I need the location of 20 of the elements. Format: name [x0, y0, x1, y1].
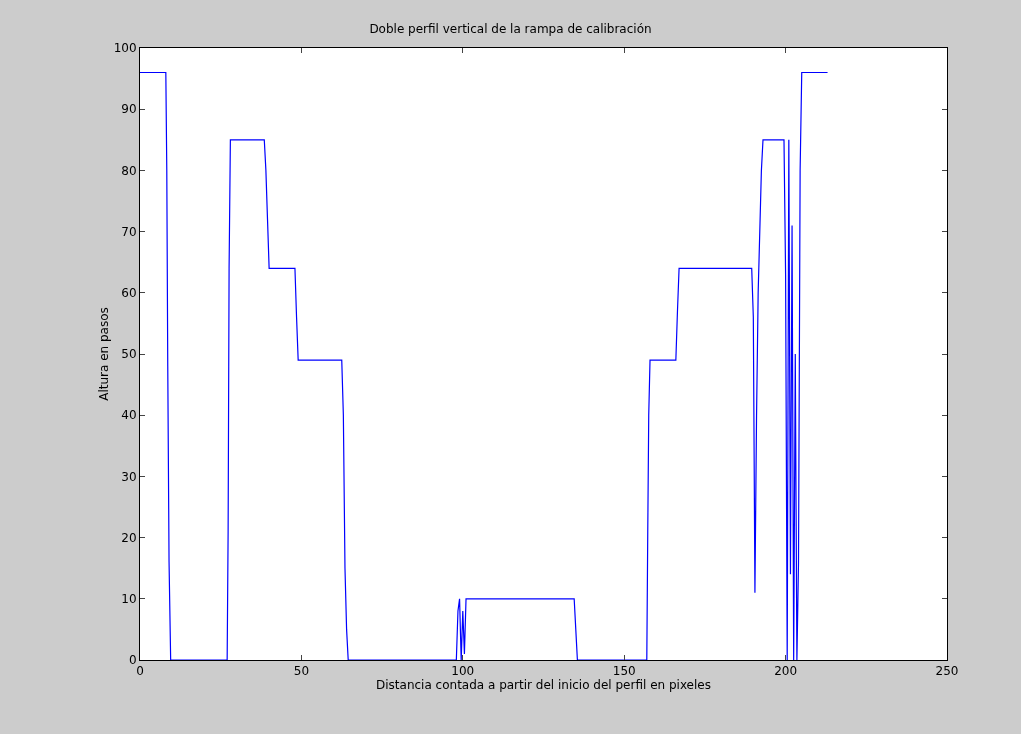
x-tick-label: 100	[451, 664, 475, 679]
y-tick-label: 40	[121, 408, 137, 423]
x-tick-label: 250	[935, 664, 959, 679]
y-axis-title: Altura en pasos	[96, 307, 111, 401]
x-tick-label: 200	[774, 664, 798, 679]
y-tick-label: 30	[121, 469, 137, 484]
y-tick-label: 70	[121, 224, 137, 239]
y-tick-label: 80	[121, 163, 137, 178]
x-axis-title: Distancia contada a partir del inicio del perfil en pixeles	[376, 678, 711, 693]
y-tick-label: 50	[121, 347, 137, 362]
y-tick-label: 100	[113, 41, 137, 56]
x-tick-label: 150	[612, 664, 636, 679]
y-tick-label: 10	[121, 592, 137, 606]
chart-title: Doble perfil vertical de la rampa de calibración	[369, 22, 652, 37]
y-tick-label: 20	[121, 530, 137, 545]
y-tick-label: 0	[128, 653, 137, 668]
x-tick-label: 50	[293, 664, 310, 679]
y-tick-label: 90	[121, 102, 137, 117]
line-series	[140, 71, 829, 660]
y-tick-label: 60	[121, 286, 137, 300]
